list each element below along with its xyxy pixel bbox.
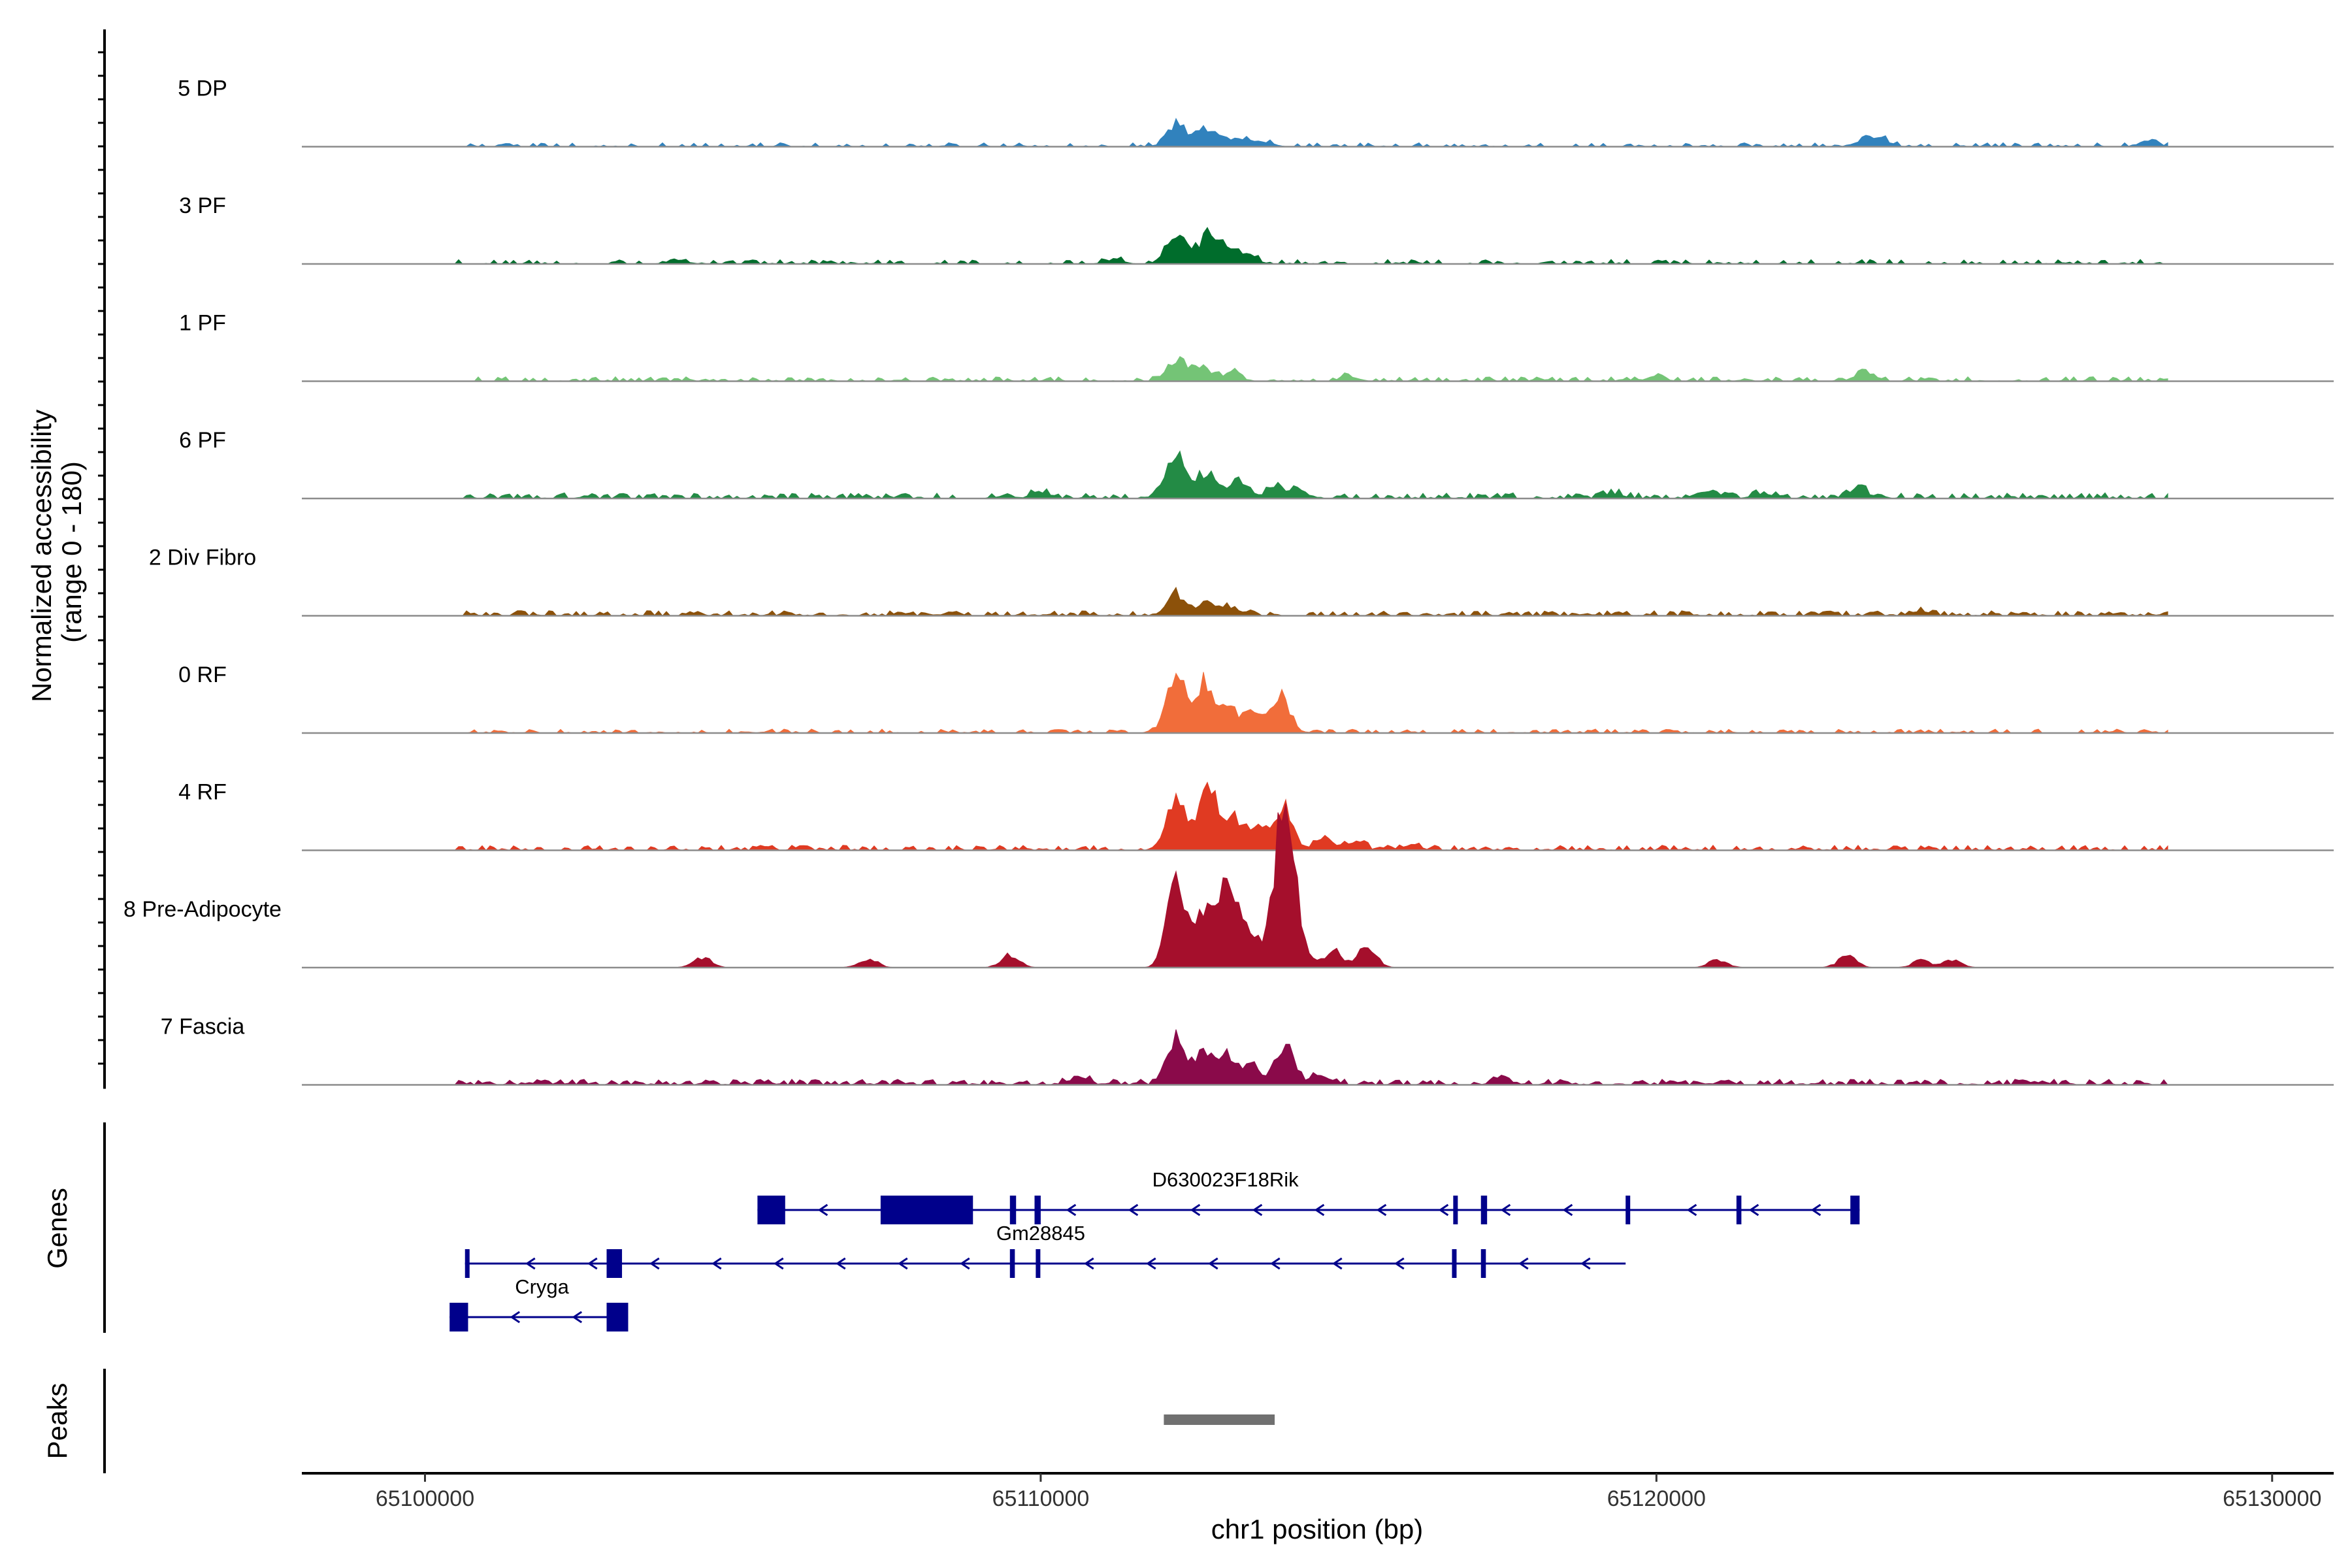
gene-exon bbox=[1625, 1196, 1631, 1224]
x-tick-label: 65110000 bbox=[992, 1486, 1090, 1511]
coverage-panel: 5 DP 3 PF 1 PF 6 PF 2 Div Fibro 0 RF 4 RF 8 Pre… bbox=[98, 29, 2334, 1089]
gene-exon bbox=[1009, 1249, 1015, 1278]
strand-arrow-icon bbox=[1314, 1203, 1325, 1217]
strand-arrow-icon bbox=[1270, 1257, 1281, 1270]
strand-arrow-icon bbox=[1332, 1257, 1343, 1270]
x-tick-label: 65120000 bbox=[1607, 1486, 1706, 1511]
gene-gm28845: Gm28845 bbox=[465, 1222, 1626, 1278]
strand-arrow-icon bbox=[1518, 1257, 1529, 1270]
gene-exon bbox=[1034, 1196, 1041, 1224]
gene-exon bbox=[449, 1303, 468, 1331]
strand-arrow-icon bbox=[1208, 1257, 1218, 1270]
strand-arrow-icon bbox=[1146, 1257, 1156, 1270]
strand-arrow-icon bbox=[1084, 1257, 1094, 1270]
gene-exon bbox=[465, 1249, 470, 1278]
track-label: 5 DP bbox=[178, 76, 227, 101]
coverage-area bbox=[302, 586, 2168, 617]
track-label: 7 Fascia bbox=[161, 1015, 245, 1039]
strand-arrow-icon bbox=[817, 1203, 828, 1217]
strand-arrow-icon bbox=[510, 1311, 521, 1324]
gene-exon bbox=[1036, 1249, 1041, 1278]
track-3-pf: 3 PF bbox=[179, 193, 2334, 265]
strand-arrow-icon bbox=[1438, 1203, 1449, 1217]
track-4-rf: 4 RF bbox=[178, 780, 2334, 851]
gene-label: D630023F18Rik bbox=[1152, 1168, 1299, 1191]
gene-exon bbox=[1736, 1196, 1742, 1224]
coverage-area bbox=[302, 672, 2168, 734]
genes-panel: D630023F18Rik Gm28845 Cryga bbox=[103, 1122, 1860, 1333]
gene-d630023f18rik: D630023F18Rik bbox=[757, 1168, 1860, 1224]
coverage-area bbox=[302, 356, 2168, 382]
gene-exon bbox=[1009, 1196, 1017, 1224]
strand-arrow-icon bbox=[960, 1257, 970, 1270]
peaks-panel bbox=[103, 1369, 1275, 1473]
coverage-y-axis-title-line1: Normalized accessibility bbox=[26, 410, 57, 702]
strand-arrow-icon bbox=[649, 1257, 660, 1270]
track-7-fascia: 7 Fascia bbox=[161, 1015, 2334, 1086]
strand-arrow-icon bbox=[898, 1257, 908, 1270]
gene-label: Gm28845 bbox=[996, 1222, 1085, 1245]
strand-arrow-icon bbox=[1190, 1203, 1201, 1217]
coverage-area bbox=[302, 450, 2168, 499]
gene-label: Cryga bbox=[515, 1275, 569, 1298]
strand-arrow-icon bbox=[572, 1311, 583, 1324]
strand-arrow-icon bbox=[1252, 1203, 1263, 1217]
gene-exon bbox=[606, 1303, 629, 1331]
strand-arrow-icon bbox=[587, 1257, 598, 1270]
track-5-dp: 5 DP bbox=[178, 76, 2334, 148]
x-axis: 65100000 65110000 65120000 65130000 bbox=[302, 1472, 2334, 1511]
strand-arrow-icon bbox=[1066, 1203, 1077, 1217]
track-label: 2 Div Fibro bbox=[149, 546, 256, 570]
coverage-y-axis-title-line2: (range 0 - 180) bbox=[56, 461, 87, 643]
strand-arrow-icon bbox=[1376, 1203, 1387, 1217]
strand-arrow-icon bbox=[1580, 1257, 1591, 1270]
strand-arrow-icon bbox=[1128, 1203, 1139, 1217]
track-label: 8 Pre-Adipocyte bbox=[123, 897, 282, 922]
strand-arrow-icon bbox=[1748, 1203, 1759, 1217]
coverage-area bbox=[302, 1029, 2169, 1086]
peaks-panel-title: Peaks bbox=[42, 1383, 73, 1460]
genes-panel-title: Genes bbox=[42, 1188, 73, 1269]
gene-exon bbox=[880, 1196, 973, 1224]
strand-arrow-icon bbox=[836, 1257, 846, 1270]
gene-exon bbox=[1452, 1249, 1457, 1278]
gene-exon bbox=[1850, 1196, 1860, 1224]
gene-exon bbox=[1480, 1249, 1486, 1278]
strand-arrow-icon bbox=[1394, 1257, 1405, 1270]
strand-arrow-icon bbox=[1810, 1203, 1821, 1217]
coverage-y-axis-title: Normalized accessibility (range 0 - 180) bbox=[26, 402, 87, 702]
gene-exon bbox=[757, 1196, 785, 1224]
track-label: 6 PF bbox=[179, 428, 226, 453]
strand-arrow-icon bbox=[525, 1257, 536, 1270]
track-1-pf: 1 PF bbox=[179, 311, 2334, 382]
strand-arrow-icon bbox=[1500, 1203, 1511, 1217]
x-axis-title: chr1 position (bp) bbox=[1211, 1514, 1424, 1544]
x-tick-label: 65130000 bbox=[2223, 1486, 2321, 1511]
track-label: 1 PF bbox=[179, 311, 226, 336]
coverage-area bbox=[302, 227, 2168, 265]
track-label: 3 PF bbox=[179, 193, 226, 218]
track-label: 0 RF bbox=[178, 662, 227, 687]
gene-exon bbox=[1453, 1196, 1458, 1224]
coverage-area bbox=[302, 118, 2168, 148]
coverage-area bbox=[302, 781, 2168, 851]
strand-arrow-icon bbox=[1562, 1203, 1573, 1217]
gene-cryga: Cryga bbox=[449, 1275, 629, 1331]
gene-exon bbox=[1480, 1196, 1488, 1224]
gene-exon bbox=[606, 1249, 623, 1278]
track-label: 4 RF bbox=[178, 780, 227, 805]
strand-arrow-icon bbox=[774, 1257, 784, 1270]
strand-arrow-icon bbox=[1686, 1203, 1697, 1217]
x-tick-label: 65100000 bbox=[376, 1486, 474, 1511]
track-8-pre-adipocyte: 8 Pre-Adipocyte bbox=[123, 803, 2334, 969]
track-0-rf: 0 RF bbox=[178, 662, 2334, 734]
peak-region bbox=[1164, 1414, 1275, 1425]
strand-arrow-icon bbox=[711, 1257, 722, 1270]
track-2-div-fibro: 2 Div Fibro bbox=[149, 546, 2334, 617]
track-6-pf: 6 PF bbox=[179, 428, 2334, 500]
